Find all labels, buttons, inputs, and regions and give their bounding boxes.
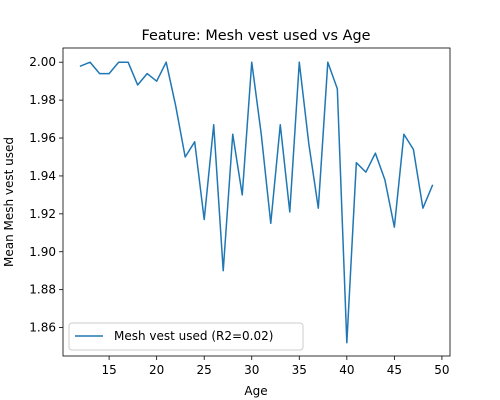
data-point: [384, 179, 386, 181]
data-point: [337, 88, 339, 90]
x-tick-label: 45: [387, 363, 402, 377]
data-point: [232, 133, 234, 135]
y-tick-label: 1.92: [29, 207, 56, 221]
data-point: [280, 124, 282, 126]
data-point: [432, 185, 434, 187]
data-point: [184, 156, 186, 158]
data-point: [99, 73, 101, 75]
x-tick-label: 20: [149, 363, 164, 377]
data-point: [270, 223, 272, 225]
x-tick-label: 40: [339, 363, 354, 377]
y-axis-label: Mean Mesh vest used: [2, 137, 16, 267]
data-point: [241, 194, 243, 196]
x-tick-label: 50: [434, 363, 449, 377]
series-line: [79, 61, 434, 344]
data-point: [375, 152, 377, 154]
y-tick-label: 1.96: [29, 131, 56, 145]
data-point: [146, 73, 148, 75]
x-tick-label: 25: [197, 363, 212, 377]
data-point: [308, 143, 310, 145]
data-point: [175, 105, 177, 107]
data-point: [365, 171, 367, 173]
x-axis-label: Age: [244, 384, 267, 398]
ticks-layer: 15 20 25 30 35 40 45 50 1.86 1.88 1.90 1.92 1.94 1.96…: [29, 55, 449, 377]
series-layer: [79, 61, 434, 344]
data-point: [127, 61, 129, 63]
data-point: [318, 207, 320, 209]
legend: Mesh vest used (R2=0.02): [68, 322, 304, 351]
y-tick-label: 1.98: [29, 93, 56, 107]
data-point: [222, 270, 224, 272]
data-point: [80, 65, 82, 67]
x-tick-label: 30: [244, 363, 259, 377]
data-point: [394, 226, 396, 228]
x-tick-label: 35: [292, 363, 307, 377]
data-point: [156, 80, 158, 82]
data-point: [137, 84, 139, 86]
data-point: [289, 211, 291, 213]
legend-box: [68, 322, 304, 351]
data-point: [261, 133, 263, 135]
x-tick-label: 15: [101, 363, 116, 377]
data-point: [213, 124, 215, 126]
data-point: [118, 61, 120, 63]
y-tick-label: 1.94: [29, 169, 56, 183]
data-point: [346, 342, 348, 344]
data-point: [422, 207, 424, 209]
data-point: [299, 61, 301, 63]
data-point: [327, 61, 329, 63]
data-point: [203, 219, 205, 221]
data-point: [356, 162, 358, 164]
y-tick-label: 2.00: [29, 55, 56, 69]
y-tick-label: 1.90: [29, 245, 56, 259]
data-point: [403, 133, 405, 135]
y-tick-label: 1.86: [29, 321, 56, 335]
data-point: [413, 149, 415, 151]
chart-title: Feature: Mesh vest used vs Age: [142, 28, 371, 44]
data-point: [251, 61, 253, 63]
data-point: [108, 73, 110, 75]
data-point: [194, 141, 196, 143]
plot-frame: [62, 47, 451, 357]
data-point: [165, 61, 167, 63]
legend-label: Mesh vest used (R2=0.02): [114, 329, 273, 343]
data-point: [89, 61, 91, 63]
y-tick-label: 1.88: [29, 283, 56, 297]
